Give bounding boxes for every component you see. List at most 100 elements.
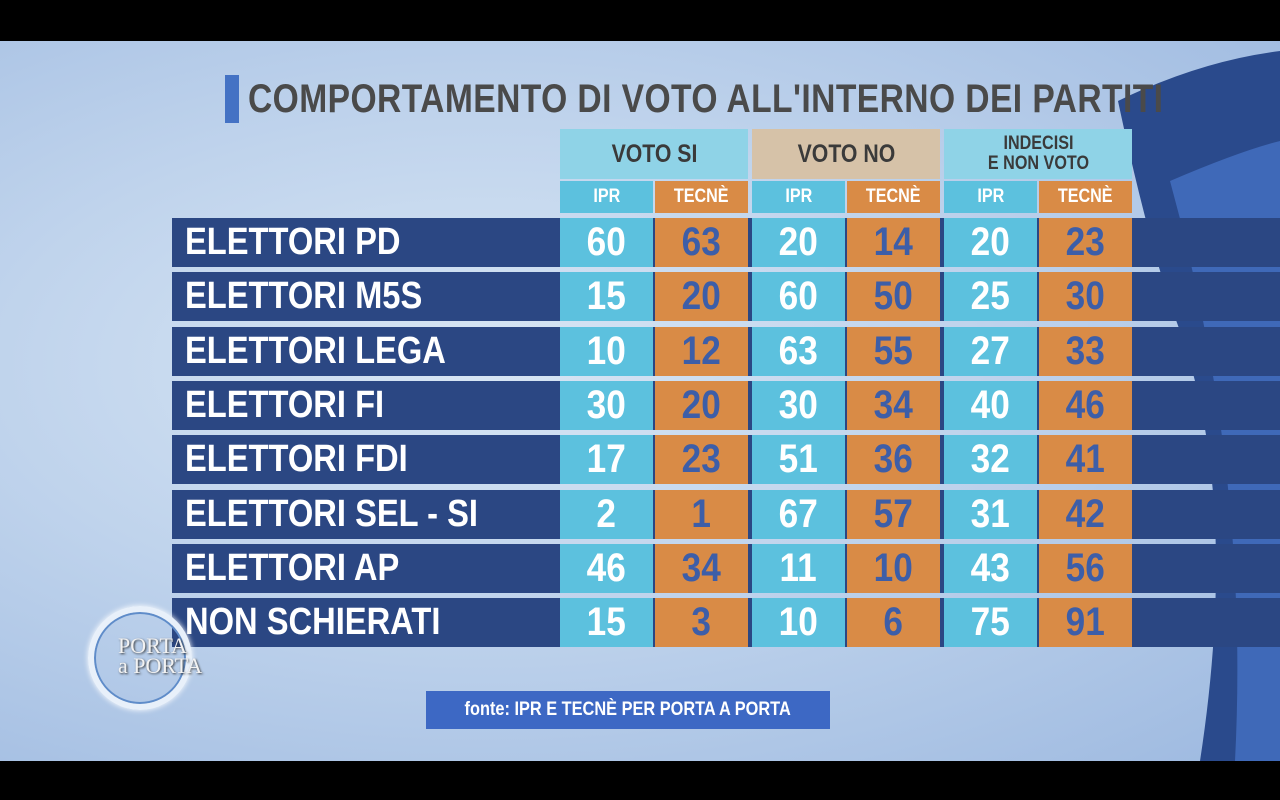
ipr-value-cell: 31 — [944, 490, 1037, 539]
source-column-header: TECNÈ — [1039, 181, 1132, 213]
value-label: 32 — [970, 437, 1011, 481]
ipr-value-cell: 46 — [560, 544, 653, 593]
value-label: 20 — [681, 274, 722, 318]
value-label: 43 — [970, 546, 1011, 590]
value-label: 55 — [873, 329, 914, 373]
ipr-value-cell: 60 — [752, 272, 845, 321]
value-label: 51 — [778, 437, 819, 481]
ipr-value-cell: 51 — [752, 435, 845, 484]
tecne-value-cell: 50 — [847, 272, 940, 321]
value-label: 23 — [681, 437, 722, 481]
group-header: INDECISI E NON VOTO — [944, 129, 1132, 179]
value-label: 42 — [1065, 492, 1106, 536]
ipr-value-cell: 25 — [944, 272, 1037, 321]
porta-a-porta-logo: PORTA a PORTA — [88, 606, 218, 726]
ipr-value-cell: 11 — [752, 544, 845, 593]
value-label: 15 — [586, 600, 627, 644]
ipr-value-cell: 20 — [752, 218, 845, 267]
row-label: ELETTORI SEL - SI — [185, 493, 478, 535]
tecne-value-cell: 30 — [1039, 272, 1132, 321]
ipr-value-cell: 75 — [944, 598, 1037, 647]
value-label: 10 — [586, 329, 627, 373]
value-label: 30 — [1065, 274, 1106, 318]
tecne-value-cell: 23 — [1039, 218, 1132, 267]
value-label: 36 — [873, 437, 914, 481]
source-column-label: IPR — [785, 186, 812, 207]
row-label: ELETTORI FI — [185, 384, 385, 426]
source-column-label: IPR — [977, 186, 1004, 207]
ipr-value-cell: 27 — [944, 327, 1037, 376]
tecne-value-cell: 20 — [655, 272, 748, 321]
logo-text: PORTA a PORTA — [118, 635, 203, 678]
title-accent-bar — [225, 75, 239, 123]
source-column-header: IPR — [560, 181, 653, 213]
source-column-label: TECNÈ — [1058, 186, 1113, 207]
value-label: 91 — [1065, 600, 1106, 644]
ipr-value-cell: 20 — [944, 218, 1037, 267]
logo-line-2: a PORTA — [118, 653, 203, 678]
value-label: 75 — [970, 600, 1011, 644]
value-label: 10 — [778, 600, 819, 644]
value-label: 50 — [873, 274, 914, 318]
tecne-value-cell: 14 — [847, 218, 940, 267]
logo-ring — [88, 606, 192, 710]
source-column-label: TECNÈ — [866, 186, 921, 207]
value-label: 25 — [970, 274, 1011, 318]
value-label: 34 — [681, 546, 722, 590]
tecne-value-cell: 63 — [655, 218, 748, 267]
tecne-value-cell: 1 — [655, 490, 748, 539]
value-label: 34 — [873, 383, 914, 427]
chart-title: COMPORTAMENTO DI VOTO ALL'INTERNO DEI PA… — [248, 77, 1164, 121]
value-label: 41 — [1065, 437, 1106, 481]
source-column-label: IPR — [593, 186, 620, 207]
source-note: fonte: IPR E TECNÈ PER PORTA A PORTA — [426, 691, 830, 729]
tecne-value-cell: 34 — [847, 381, 940, 430]
ipr-value-cell: 15 — [560, 598, 653, 647]
value-label: 31 — [970, 492, 1011, 536]
row-label: ELETTORI PD — [185, 221, 401, 263]
value-label: 46 — [1065, 383, 1106, 427]
ipr-value-cell: 2 — [560, 490, 653, 539]
value-label: 23 — [1065, 220, 1106, 264]
source-text: fonte: IPR E TECNÈ PER PORTA A PORTA — [464, 699, 792, 720]
ipr-value-cell: 43 — [944, 544, 1037, 593]
tecne-value-cell: 42 — [1039, 490, 1132, 539]
value-label: 56 — [1065, 546, 1106, 590]
value-label: 15 — [586, 274, 627, 318]
row-label: ELETTORI M5S — [185, 275, 423, 317]
row-label: NON SCHIERATI — [185, 601, 441, 643]
ipr-value-cell: 60 — [560, 218, 653, 267]
value-label: 17 — [586, 437, 627, 481]
value-label: 20 — [681, 383, 722, 427]
value-label: 60 — [586, 220, 627, 264]
ipr-value-cell: 17 — [560, 435, 653, 484]
ipr-value-cell: 63 — [752, 327, 845, 376]
value-label: 63 — [778, 329, 819, 373]
value-label: 20 — [970, 220, 1011, 264]
tecne-value-cell: 57 — [847, 490, 940, 539]
group-header-label: VOTO SI — [611, 140, 697, 168]
tecne-value-cell: 23 — [655, 435, 748, 484]
value-label: 63 — [681, 220, 722, 264]
ipr-value-cell: 67 — [752, 490, 845, 539]
row-label: ELETTORI AP — [185, 547, 400, 589]
group-header: VOTO NO — [752, 129, 940, 179]
value-label: 3 — [691, 600, 712, 644]
ipr-value-cell: 32 — [944, 435, 1037, 484]
value-label: 11 — [779, 546, 818, 590]
broadcast-graphic: COMPORTAMENTO DI VOTO ALL'INTERNO DEI PA… — [0, 41, 1280, 761]
tecne-value-cell: 46 — [1039, 381, 1132, 430]
tecne-value-cell: 3 — [655, 598, 748, 647]
ipr-value-cell: 10 — [560, 327, 653, 376]
value-label: 30 — [586, 383, 627, 427]
tecne-value-cell: 20 — [655, 381, 748, 430]
value-label: 27 — [970, 329, 1011, 373]
tecne-value-cell: 6 — [847, 598, 940, 647]
value-label: 46 — [586, 546, 627, 590]
group-header-label: INDECISI E NON VOTO — [987, 133, 1089, 174]
row-label: ELETTORI FDI — [185, 438, 408, 480]
group-header-label: VOTO NO — [797, 140, 895, 168]
value-label: 12 — [681, 329, 722, 373]
value-label: 6 — [883, 600, 904, 644]
tecne-value-cell: 91 — [1039, 598, 1132, 647]
